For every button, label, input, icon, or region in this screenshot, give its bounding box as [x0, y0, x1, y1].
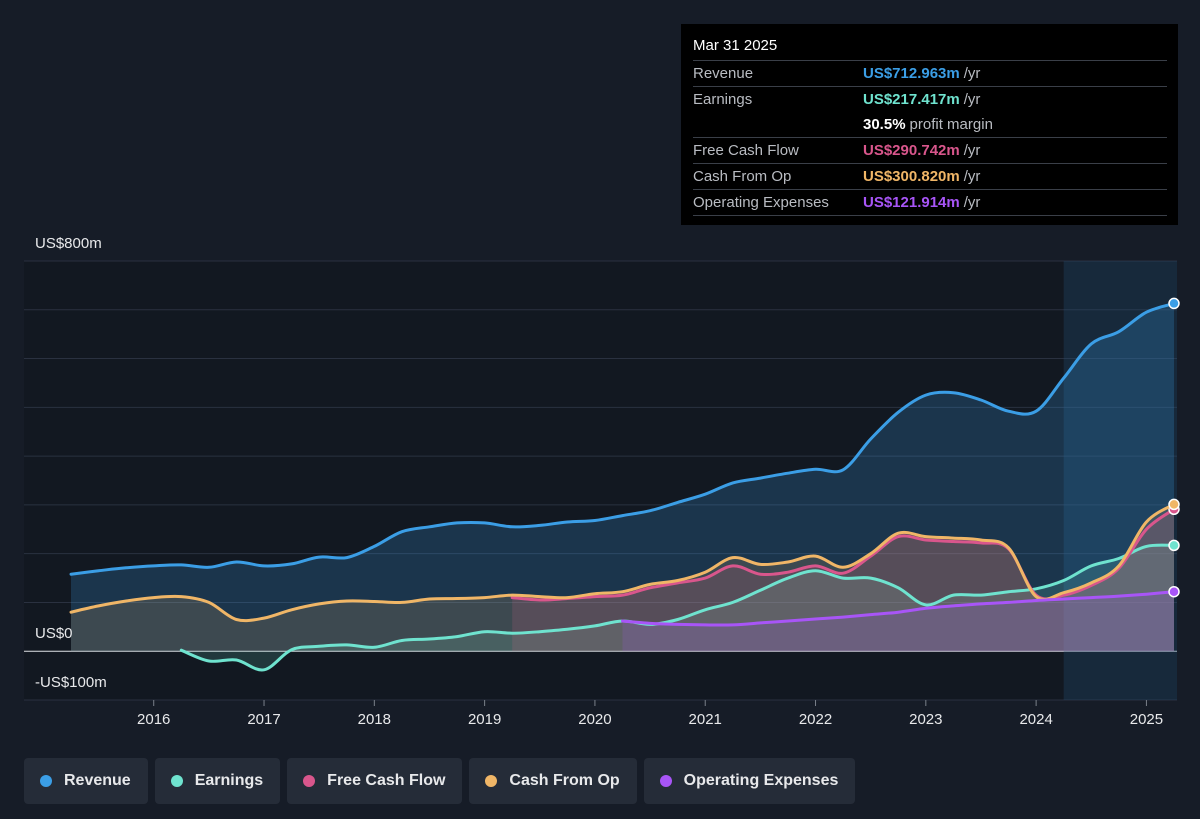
series-endpoint-earnings [1168, 539, 1180, 552]
tooltip-value: US$121.914m [863, 194, 960, 211]
tooltip: Mar 31 2025 Revenue US$712.963m/yr Earning… [681, 24, 1178, 225]
tooltip-label: Cash From Op [693, 168, 792, 185]
y-tick-label: US$800m [35, 235, 102, 252]
tooltip-row: 30.5% profit margin [693, 112, 1167, 137]
plot-area [24, 260, 1180, 701]
tooltip-unit: profit margin [909, 116, 993, 133]
tooltip-value: US$217.417m [863, 91, 960, 108]
tooltip-value: US$712.963m [863, 65, 960, 82]
x-tick-label: 2020 [578, 711, 611, 728]
tooltip-row: Operating Expenses US$121.914m/yr [693, 189, 1167, 216]
tooltip-date: Mar 31 2025 [693, 37, 778, 54]
tooltip-label: Free Cash Flow [693, 142, 799, 159]
tooltip-label: Earnings [693, 91, 753, 108]
legend-item-free-cash-flow[interactable]: Free Cash Flow [287, 758, 463, 804]
tooltip-rows: Revenue US$712.963m/yr Earnings US$217.417m… [693, 60, 1167, 216]
series-area-free-cash-flow [512, 509, 1174, 652]
legend-label: Cash From Op [509, 772, 620, 789]
x-tick-label: 2021 [689, 711, 722, 728]
legend-label: Revenue [64, 772, 131, 789]
series-line-cash-from-op [69, 502, 1176, 623]
plot-background [24, 261, 1177, 700]
x-tick-label: 2018 [358, 711, 391, 728]
tooltip-row: Earnings US$217.417m/yr [693, 86, 1167, 112]
legend-label: Operating Expenses [683, 772, 839, 789]
series-line-free-cash-flow [510, 507, 1176, 602]
series-area-revenue [71, 303, 1174, 652]
x-tick-label: 2022 [799, 711, 832, 728]
series-line-earnings [179, 543, 1176, 672]
series-line-operating-expenses [621, 590, 1176, 627]
tooltip-row: Free Cash Flow US$290.742m/yr [693, 137, 1167, 163]
legend-dot-icon [659, 775, 672, 787]
legend-label: Free Cash Flow [327, 772, 446, 789]
series-area-earnings [181, 545, 1175, 670]
tooltip-value: US$300.820m [863, 168, 960, 185]
legend-dot-icon [40, 775, 52, 787]
series-line-revenue [69, 301, 1176, 576]
series-endpoint-revenue [1168, 297, 1180, 310]
tooltip-unit: /yr [963, 65, 981, 82]
y-tick-label: US$0 [35, 625, 73, 642]
tooltip-unit: /yr [963, 142, 981, 159]
legend-dot-icon [303, 775, 316, 787]
legend-item-cash-from-op[interactable]: Cash From Op [469, 758, 637, 804]
tooltip-label: Revenue [693, 65, 754, 82]
series-endpoint-operating-expenses [1168, 585, 1180, 598]
legend-item-operating-expenses[interactable]: Operating Expenses [643, 758, 856, 804]
x-tick-label: 2019 [468, 711, 501, 728]
series-area-cash-from-op [71, 504, 1174, 652]
legend-item-earnings[interactable]: Earnings [154, 758, 281, 804]
legend-dot-icon [485, 775, 498, 787]
tooltip-unit: /yr [963, 91, 981, 108]
legend-item-revenue[interactable]: Revenue [24, 758, 148, 804]
tooltip-value: US$290.742m [863, 142, 960, 159]
x-tick-label: 2023 [909, 711, 942, 728]
legend-label: Earnings [194, 772, 264, 789]
tooltip-unit: /yr [963, 194, 981, 211]
series-endpoint-cash-from-op [1168, 498, 1180, 511]
tooltip-unit: /yr [963, 168, 981, 185]
tooltip-row: Cash From Op US$300.820m/yr [693, 163, 1167, 189]
x-tick-label: 2024 [1019, 711, 1052, 728]
highlight-region [1063, 261, 1177, 700]
legend: Revenue Earnings Free Cash Flow Cash From O… [24, 758, 856, 804]
x-tick-label: 2025 [1130, 711, 1163, 728]
axes: US$800m US$0 -US$100m 2016 2017 2018 2019 2020 2… [35, 235, 1163, 728]
y-tick-label: -US$100m [35, 674, 107, 691]
tooltip-value: 30.5% [863, 116, 906, 133]
x-tick-label: 2017 [247, 711, 280, 728]
tooltip-label: Operating Expenses [693, 194, 829, 211]
legend-dot-icon [170, 775, 183, 787]
tooltip-row: Revenue US$712.963m/yr [693, 60, 1167, 86]
x-tick-label: 2016 [137, 711, 170, 728]
series-area-operating-expenses [622, 591, 1174, 652]
